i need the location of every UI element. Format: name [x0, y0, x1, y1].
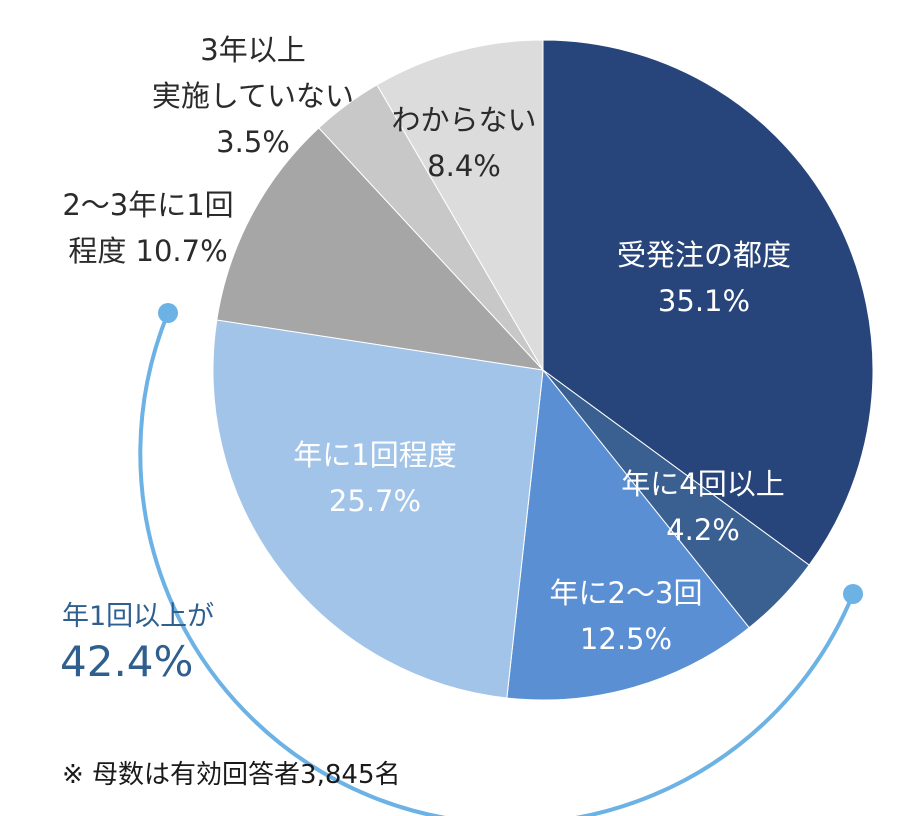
summary-value: 42.4%: [60, 637, 193, 686]
slice-label-line: 35.1%: [658, 284, 750, 318]
slice-label-line: 3年以上: [200, 33, 305, 67]
pie-slices: [212, 39, 874, 701]
slice-label-line: 4.2%: [666, 513, 740, 547]
slice-label-4: 年に1回程度 25.7%: [293, 438, 456, 518]
slice-label-line: 12.5%: [580, 622, 672, 656]
slice-label-line: 2〜3年に1回: [62, 188, 233, 222]
slice-label-3: 年に2〜3回 12.5%: [550, 576, 703, 656]
slice-label-line: 年に1回程度: [293, 438, 456, 472]
summary-arc: [138, 312, 855, 816]
summary-bracket: [138, 303, 863, 816]
pie-slice-5: [216, 127, 545, 371]
slice-label-1: 受発注の都度 35.1%: [617, 238, 791, 318]
summary-arc-end-dot: [843, 584, 863, 604]
slice-label-7: わからない 8.4%: [391, 103, 536, 183]
slice-label-5: 2〜3年に1回程度 10.7%: [62, 188, 233, 268]
pie-slice-4: [212, 319, 544, 699]
summary-text: 年1回以上が 42.4%: [60, 601, 214, 686]
slice-label-2: 年に4回以上 4.2%: [621, 467, 784, 547]
slice-label-line: 程度 10.7%: [68, 234, 227, 268]
slice-label-line: 年に2〜3回: [550, 576, 703, 610]
summary-label: 年1回以上が: [62, 601, 214, 632]
pie-slice-1: [542, 39, 874, 566]
slice-label-line: 8.4%: [427, 149, 501, 183]
summary-arc-start-dot: [158, 303, 178, 323]
slice-label-line: わからない: [391, 103, 536, 137]
slice-labels: 受発注の都度 35.1% 年に4回以上 4.2% 年に2〜3回 12.5% 年に1回程度 25…: [62, 33, 791, 656]
slice-label-line: 3.5%: [216, 125, 290, 159]
slice-label-line: 実施していない: [152, 79, 354, 113]
slice-label-line: 受発注の都度: [617, 238, 791, 272]
pie-slice-7: [376, 39, 544, 372]
pie-slice-3: [506, 368, 750, 701]
slice-label-6: 3年以上実施していない 3.5%: [152, 33, 354, 159]
slice-label-line: 年に4回以上: [621, 467, 784, 501]
slice-label-line: 25.7%: [329, 484, 421, 518]
footnote: ※ 母数は有効回答者3,845名: [62, 760, 401, 790]
